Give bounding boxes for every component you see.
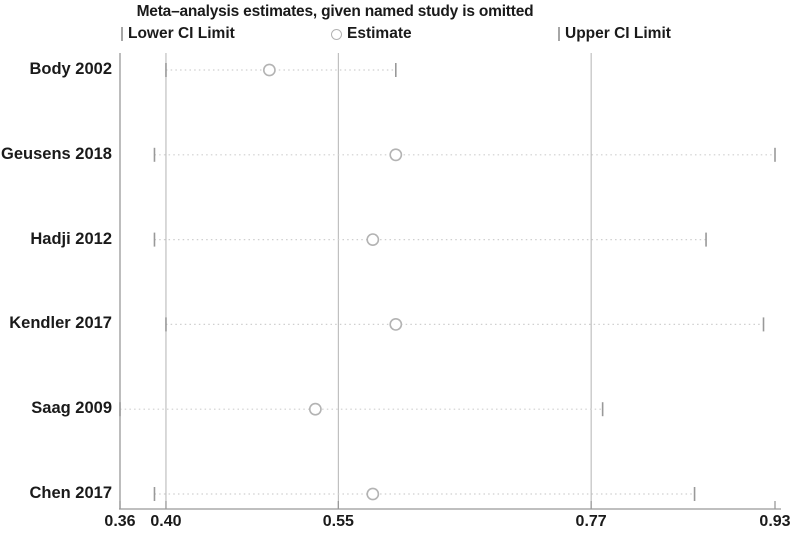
x-tick-label: 0.93 [759,513,791,530]
estimate-marker [262,63,276,77]
legend-item-lower-ci: Lower CI Limit [121,25,235,43]
upper-ci-tick-icon [558,27,560,41]
estimate-marker [308,402,322,416]
estimate-marker [389,148,403,162]
legend-label-lower-ci: Lower CI Limit [128,25,235,42]
legend-label-upper-ci: Upper CI Limit [565,25,671,42]
estimate-marker [389,317,403,331]
legend-item-estimate: Estimate [331,25,412,43]
study-label: Hadji 2012 [30,229,112,248]
study-label: Body 2002 [29,60,112,78]
lower-ci-tick-icon [121,27,123,41]
estimate-marker [366,233,380,246]
x-tick-label: 0.55 [322,513,354,530]
study-label: Kendler 2017 [9,314,112,333]
study-label: Geusens 2018 [1,144,112,163]
estimate-circle-icon [331,28,342,40]
study-label: Chen 2017 [29,484,112,502]
x-tick-label: 0.36 [104,513,136,530]
x-tick-label: 0.40 [150,513,182,530]
study-label: Saag 2009 [31,399,112,418]
legend-label-estimate: Estimate [347,25,412,42]
legend-item-upper-ci: Upper CI Limit [558,25,671,43]
x-tick-label: 0.77 [575,513,607,530]
chart-title: Meta–analysis estimates, given named stu… [136,3,534,20]
estimate-marker [366,487,380,501]
